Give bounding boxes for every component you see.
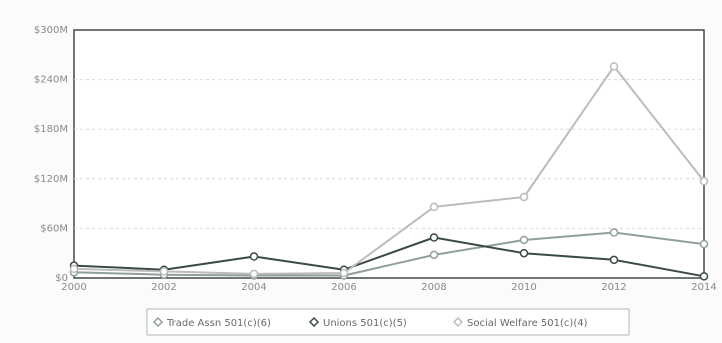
data-point[interactable]: [429, 250, 439, 260]
y-axis: $0 $60M $120M $180M $240M $300M: [34, 25, 68, 284]
x-tick-label: 2008: [421, 282, 446, 293]
data-point[interactable]: [519, 192, 529, 202]
plot-area: [73, 29, 705, 279]
legend-box: [146, 308, 630, 336]
x-tick-label: 2012: [601, 282, 626, 293]
y-tick-label: $0: [55, 273, 68, 284]
x-tick-label: 2014: [691, 282, 716, 293]
data-point[interactable]: [429, 202, 439, 212]
data-point[interactable]: [159, 267, 169, 276]
data-point[interactable]: [609, 228, 619, 237]
series-line-1: [73, 236, 705, 278]
legend-marker-icon: [308, 316, 320, 328]
legend: Trade Assn 501(c)(6) Unions 501(c)(5) Soci…: [146, 308, 630, 336]
x-tick-label: 2000: [61, 282, 86, 293]
data-point[interactable]: [609, 255, 619, 265]
data-point[interactable]: [249, 252, 259, 261]
y-tick-label: $60M: [40, 223, 68, 234]
series-line-0: [73, 231, 705, 277]
x-axis: 2000 2002 2004 2006 2008 2010 2012 2014: [61, 282, 716, 293]
legend-marker-icon: [452, 316, 464, 328]
legend-item-label[interactable]: Unions 501(c)(5): [323, 318, 407, 329]
data-point[interactable]: [609, 62, 619, 71]
data-point[interactable]: [699, 177, 709, 186]
x-tick-label: 2010: [511, 282, 536, 293]
data-point[interactable]: [699, 239, 709, 249]
data-point[interactable]: [249, 269, 259, 279]
data-point[interactable]: [519, 248, 529, 258]
y-tick-label: $180M: [34, 124, 68, 135]
y-tick-label: $240M: [34, 75, 68, 86]
x-tick-label: 2006: [331, 282, 356, 293]
data-point[interactable]: [429, 233, 439, 242]
data-point[interactable]: [69, 264, 79, 274]
y-tick-label: $300M: [34, 25, 68, 36]
x-tick-label: 2004: [241, 282, 266, 293]
legend-item-label[interactable]: Trade Assn 501(c)(6): [166, 318, 271, 329]
legend-item-label[interactable]: Social Welfare 501(c)(4): [467, 318, 588, 329]
data-point[interactable]: [339, 268, 349, 278]
series-line-2: [73, 65, 705, 275]
data-point[interactable]: [699, 272, 709, 281]
grid-lines: [74, 79, 704, 229]
legend-marker-icon: [152, 316, 164, 328]
data-point[interactable]: [519, 235, 529, 245]
x-tick-label: 2002: [151, 282, 176, 293]
y-tick-label: $120M: [34, 174, 68, 185]
series-layer: [69, 62, 709, 281]
